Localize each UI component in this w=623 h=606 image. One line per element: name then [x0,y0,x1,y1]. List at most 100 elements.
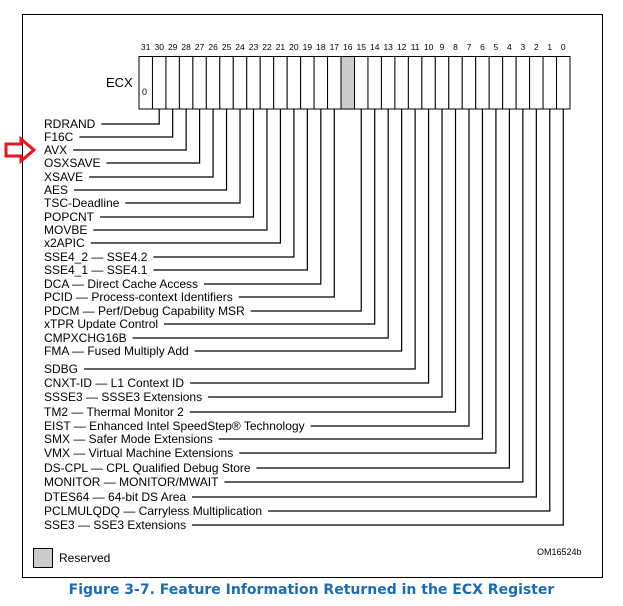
field-leader-line [192,109,564,526]
bit-cell [232,56,248,110]
field-leader-line [268,109,551,512]
field-label: PCID — Process-context Identifiers [44,290,233,304]
field-sse3: SSE3 — SSE3 Extensions [44,109,564,532]
bit-cell [246,56,261,110]
bit-cell [259,56,275,110]
bit-cell [313,56,329,110]
red-arrow-icon [4,135,37,165]
field-label: CNXT-ID — L1 Context ID [44,376,184,390]
bit-number: 9 [440,42,445,52]
bit-cell [394,56,409,110]
field-fma: FMA — Fused Multiply Add [44,109,403,358]
field-tm2: TM2 — Thermal Monitor 2 [44,109,457,419]
field-label: xTPR Update Control [44,317,158,331]
field-leader-line [192,109,537,498]
bit-number: 8 [453,42,458,52]
bit-cell [488,56,504,110]
bit-cell [354,56,369,110]
bit-number: 31 [141,42,151,52]
field-label: SSE4_1 — SSE4.1 [44,263,148,277]
bit-number: 19 [303,42,313,52]
bit-cell [178,56,194,110]
bit-number: 14 [370,42,380,52]
bit-number: 1 [547,42,552,52]
field-leader-line [204,109,322,285]
field-leader-line [224,109,524,483]
bit-number: 4 [507,42,512,52]
field-smx: SMX — Safer Mode Extensions [44,109,484,446]
field-avx: AVX [44,109,187,157]
field-leader-line [73,109,187,151]
field-leader-line [90,109,282,244]
field-dca: DCA — Direct Cache Access [44,109,322,291]
field-vmx: VMX — Virtual Machine Extensions [44,109,497,460]
field-sse4_1: SSE4_1 — SSE4.1 [44,109,308,277]
field-label: CMPXCHG16B [44,331,127,345]
field-label: DTES64 — 64-bit DS Area [44,490,186,504]
field-movbe: MOVBE [44,109,268,237]
field-label: MONITOR — MONITOR/MWAIT [44,475,219,489]
field-xtpr: xTPR Update Control [44,109,376,331]
field-label: F16C [44,130,74,144]
field-f16c: F16C [44,109,174,144]
bit-number: 26 [208,42,218,52]
field-leader-line [239,109,497,454]
bit-number: 15 [357,42,367,52]
bit-cell [327,56,342,110]
field-leader-line [238,109,335,298]
field-label: TM2 — Thermal Monitor 2 [44,405,184,419]
field-label: RDRAND [44,117,96,131]
reserved-legend-label: Reserved [59,551,110,565]
field-label: AVX [44,143,67,157]
field-pclmulqdq: PCLMULQDQ — Carryless Multiplication [44,109,551,518]
bit-cell [448,56,463,110]
field-label: POPCNT [44,210,95,224]
reserved-legend-swatch [33,548,53,568]
field-ds-cpl: DS-CPL — CPL Qualified Debug Store [44,109,510,475]
field-leader-line [164,109,376,325]
field-leader-line [250,109,362,312]
field-leader-line [310,109,470,427]
bit-number: 28 [181,42,191,52]
bit-numbers: 31 30 29 28 27 26 25 24 23 22 21 20 19 18 17 16 15 14 13 12… [141,42,566,52]
field-leader-line [218,109,484,440]
bit-number: 13 [383,42,393,52]
bit-cell [434,56,450,110]
bit-number: 25 [222,42,232,52]
field-label: MOVBE [44,223,87,237]
field-sdbg: SDBG [44,109,416,376]
field-leader-line [153,109,308,271]
bit-number: 22 [262,42,272,52]
field-leader-line [106,109,201,164]
field-leader-line [208,109,443,398]
bit-number: 5 [494,42,499,52]
bit-cell [219,56,234,110]
field-leader-line [101,109,160,125]
field-label: PCLMULQDQ — Carryless Multiplication [44,504,262,518]
field-leader-line [84,109,416,370]
field-leader-line [93,109,268,231]
field-cnxt-id: CNXT-ID — L1 Context ID [44,109,430,390]
bit31-value: 0 [142,87,147,97]
field-label: PDCM — Perf/Debug Capability MSR [44,304,245,318]
bit-number: 6 [480,42,485,52]
field-cmpxchg16b: CMPXCHG16B [44,109,389,345]
field-label: FMA — Fused Multiply Add [44,344,189,358]
field-label: SSSE3 — SSSE3 Extensions [44,390,202,404]
bit-cell [421,56,436,110]
field-aes: AES [44,109,228,197]
bit-number: 3 [520,42,525,52]
field-pdcm: PDCM — Perf/Debug Capability MSR [44,109,362,318]
bit-cell [380,56,396,110]
field-label: AES [44,183,68,197]
field-xsave: XSAVE [44,109,214,184]
field-label: DCA — Direct Cache Access [44,277,198,291]
reserved-bit-cell [340,56,355,110]
bit-number: 24 [235,42,245,52]
bit-number: 17 [330,42,340,52]
bit-number: 7 [467,42,472,52]
bit-cell [300,56,315,110]
field-label: x2APIC [44,236,85,250]
field-popcnt: POPCNT [44,109,255,224]
